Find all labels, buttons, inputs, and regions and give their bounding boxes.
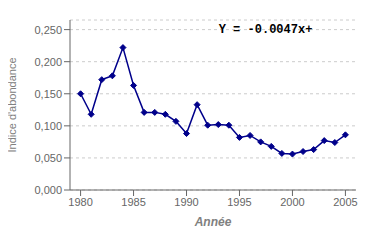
svg-text:1985: 1985 [121, 196, 145, 208]
svg-text:0,150: 0,150 [34, 88, 62, 100]
svg-text:0,250: 0,250 [34, 24, 62, 36]
svg-text:Indice d'abondance: Indice d'abondance [8, 57, 18, 152]
svg-text:1990: 1990 [174, 196, 198, 208]
svg-text:1980: 1980 [68, 196, 92, 208]
svg-text:0,100: 0,100 [34, 120, 62, 132]
svg-text:2000: 2000 [280, 196, 304, 208]
svg-text:0,000: 0,000 [34, 184, 62, 196]
svg-text:Année: Année [194, 215, 232, 229]
svg-text:1995: 1995 [227, 196, 251, 208]
svg-text:0,050: 0,050 [34, 152, 62, 164]
html-text:Y = -0.0047x+: Y = -0.0047x+ [218, 23, 313, 37]
svg-text:0,200: 0,200 [34, 56, 62, 68]
svg-text:2005: 2005 [333, 196, 357, 208]
